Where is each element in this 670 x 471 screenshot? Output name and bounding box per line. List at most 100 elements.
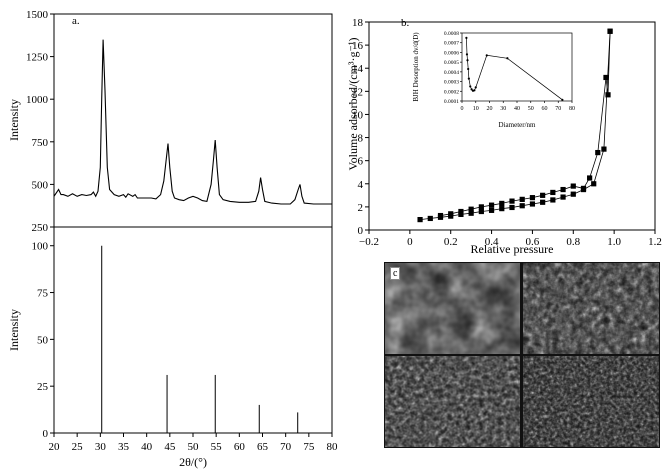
adsorption-point: [488, 207, 495, 213]
inset-y-tick-label: 0.0004: [444, 70, 459, 76]
isotherm-plot-frame: [368, 21, 656, 231]
isotherm-x-tick-label: −0.2: [359, 236, 379, 248]
bjh-point: [474, 86, 477, 89]
xrd-y-tick-label: 500: [32, 179, 49, 191]
sem-image-panel: c: [384, 262, 660, 448]
adsorption-point: [519, 203, 525, 209]
adsorption-point: [499, 206, 505, 212]
isotherm-y-tick-label: 12: [352, 86, 363, 98]
desorption-point: [468, 206, 474, 212]
desorption-point: [580, 185, 587, 191]
isotherm-x-tick-label: 0.4: [485, 236, 499, 248]
panel-b-label: b.: [401, 17, 410, 29]
desorption-point: [595, 149, 601, 156]
panel-c-label: c: [390, 267, 401, 280]
x-tick-label: 70: [280, 441, 292, 453]
adsorption-point: [550, 197, 556, 203]
desorption-point: [587, 175, 593, 181]
inset-y-tick-label: 0.0006: [444, 50, 459, 56]
ref-y-tick-label: 0: [43, 428, 49, 440]
xrd-y-label: Intensity: [7, 99, 21, 141]
isotherm-x-tick-label: 0.6: [526, 236, 540, 248]
isotherm-y-label: Volume adsorbed/(cm³·g⁻¹): [346, 38, 360, 171]
adsorption-point: [458, 211, 464, 217]
isotherm-y-tick-label: 6: [358, 156, 364, 168]
adsorption-point: [560, 194, 566, 200]
xrd-pattern-line: [53, 39, 332, 205]
desorption-point: [560, 186, 566, 193]
desorption-point: [550, 189, 556, 196]
isotherm-y-tick-label: 0: [358, 225, 364, 237]
desorption-point: [605, 92, 611, 98]
inset-y-label: BJH Desorption dv/d(D): [412, 32, 420, 102]
inset-y-tick-label: 0.0002: [444, 89, 459, 95]
ref-y-tick-label: 50: [37, 334, 49, 346]
xrd-y-tick-label: 1250: [26, 52, 49, 64]
ref-y-tick-label: 75: [37, 288, 49, 300]
desorption-point: [529, 195, 536, 201]
inset-x-tick-label: 70: [555, 106, 561, 112]
inset-x-tick-label: 60: [542, 106, 548, 112]
inset-x-tick-label: 10: [473, 106, 479, 112]
bjh-point: [485, 54, 488, 57]
inset-y-tick-label: 0.0001: [444, 99, 459, 105]
desorption-point: [488, 202, 495, 208]
isotherm-x-label: Relative pressure: [471, 242, 554, 256]
adsorption-point: [478, 208, 484, 215]
bjh-point: [467, 77, 470, 80]
desorption-point: [458, 208, 464, 215]
isotherm-x-tick-label: 0: [407, 236, 413, 248]
x-tick-label: 75: [303, 441, 315, 453]
x-tick-label: 25: [72, 441, 84, 453]
x-tick-label: 30: [95, 441, 107, 453]
inset-x-tick-label: 80: [569, 106, 575, 112]
sem-image-2: [523, 263, 659, 354]
bjh-point: [561, 98, 564, 101]
desorption-point: [499, 200, 505, 207]
desorption-point: [448, 211, 454, 217]
inset-x-tick-label: 30: [500, 106, 506, 112]
inset-x-label: Diameter/nm: [499, 121, 536, 129]
xrd-chart: a. Intensity Intensity 2θ/(°) 2505007501…: [7, 9, 339, 469]
adsorption-point: [591, 181, 597, 187]
bjh-point: [465, 53, 469, 56]
desorption-point: [570, 183, 576, 189]
desorption-point: [437, 212, 444, 219]
isotherm-x-tick-label: 0.2: [444, 236, 458, 248]
isotherm-y-tick-label: 10: [352, 109, 364, 121]
ref-y-tick-label: 100: [32, 241, 49, 253]
inset-y-tick-label: 0.0008: [444, 31, 459, 37]
desorption-point: [540, 192, 546, 198]
adsorption-point: [570, 191, 576, 197]
adsorption-point: [540, 199, 546, 205]
bjh-point: [473, 89, 476, 92]
x-tick-label: 65: [257, 441, 269, 453]
ref-y-label: Intensity: [7, 309, 21, 351]
x-tick-label: 50: [188, 441, 200, 453]
inset-x-tick-label: 20: [487, 106, 493, 112]
sem-micrographs: [385, 263, 659, 447]
x-tick-label: 80: [327, 441, 339, 453]
isotherm-y-tick-label: 4: [358, 179, 364, 191]
bjh-point: [465, 36, 468, 39]
isotherm-x-tick-label: 1.2: [648, 236, 662, 248]
xrd-x-label: 2θ/(°): [179, 455, 207, 469]
desorption-point: [603, 74, 609, 81]
x-tick-label: 20: [49, 441, 61, 453]
adsorption-point: [509, 204, 515, 211]
desorption-point: [607, 28, 613, 34]
desorption-point: [519, 196, 525, 202]
inset-x-tick-label: 0: [461, 106, 464, 112]
isotherm-x-tick-label: 0.8: [566, 236, 580, 248]
sem-image-4: [523, 356, 659, 447]
panel-a-label: a.: [72, 15, 80, 27]
reference-plot-frame: [53, 226, 333, 434]
xrd-y-tick-label: 1500: [26, 9, 49, 21]
xrd-y-tick-label: 250: [32, 222, 49, 234]
adsorption-point: [427, 215, 433, 222]
desorption-point: [509, 198, 515, 204]
desorption-point: [478, 204, 484, 210]
isotherm-y-tick-label: 8: [358, 133, 364, 145]
adsorption-point: [529, 201, 536, 207]
adsorption-point: [417, 217, 423, 223]
